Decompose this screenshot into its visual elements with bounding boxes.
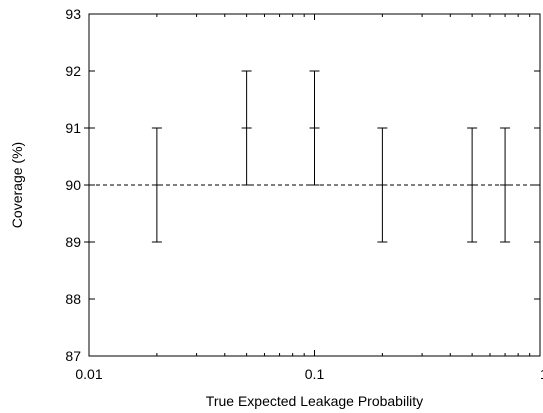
error-bar bbox=[377, 127, 388, 243]
x-tick-label: 1 bbox=[540, 366, 543, 382]
x-tick-label: 0.01 bbox=[75, 366, 102, 382]
error-bar bbox=[151, 127, 162, 243]
y-tick-label: 93 bbox=[65, 6, 81, 22]
error-bar bbox=[500, 127, 511, 243]
error-bar bbox=[467, 127, 478, 243]
x-tick-label: 0.1 bbox=[305, 366, 325, 382]
error-bar bbox=[84, 127, 94, 243]
y-tick-label: 89 bbox=[65, 234, 81, 250]
y-tick-label: 91 bbox=[65, 120, 81, 136]
error-bar bbox=[241, 70, 252, 186]
y-tick-label: 92 bbox=[65, 63, 81, 79]
y-axis-label: Coverage (%) bbox=[9, 142, 25, 228]
data-marks bbox=[84, 70, 511, 243]
y-tick-label: 90 bbox=[65, 177, 81, 193]
y-tick-label: 88 bbox=[65, 291, 81, 307]
x-axis-label: True Expected Leakage Probability bbox=[206, 393, 423, 409]
y-tick-label: 87 bbox=[65, 348, 81, 364]
axis-ticks: 87 88 89 90 91 92 93 0.01 0.1 1 bbox=[65, 6, 543, 382]
error-bar bbox=[309, 70, 320, 186]
